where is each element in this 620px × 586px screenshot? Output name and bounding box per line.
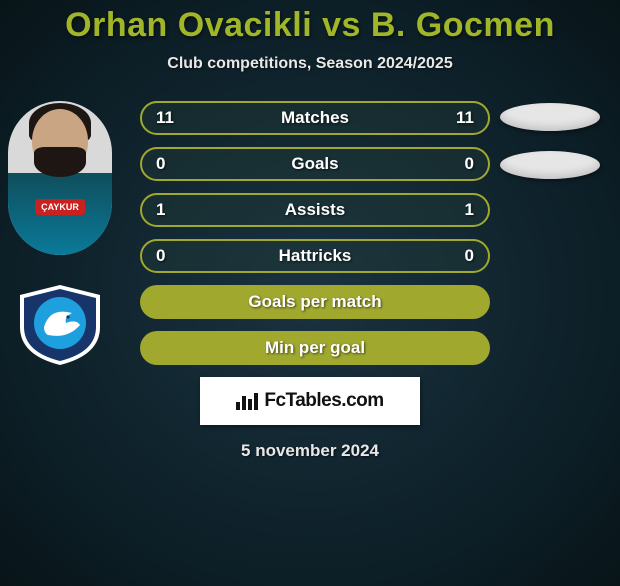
left-column: ÇAYKUR [8, 101, 112, 367]
stat-right-value: 0 [465, 154, 474, 174]
stat-row-assists: 1 Assists 1 [140, 193, 490, 227]
stat-row-matches: 11 Matches 11 [140, 101, 490, 135]
stat-left-value: 0 [156, 154, 165, 174]
shirt-sponsor-badge: ÇAYKUR [35, 199, 85, 215]
stat-row-goals: 0 Goals 0 [140, 147, 490, 181]
club-crest [10, 283, 110, 367]
crest-bird-eye [66, 315, 69, 318]
stat-left-value: 1 [156, 200, 165, 220]
stat-left-value: 11 [156, 108, 174, 128]
stat-right-value: 11 [456, 108, 474, 128]
stat-right-value: 0 [465, 246, 474, 266]
label-text: Goals per match [248, 292, 381, 312]
stat-label: Goals [291, 154, 338, 174]
footer-date: 5 november 2024 [0, 441, 620, 461]
label-row-goals-per-match: Goals per match [140, 285, 490, 319]
label-text: Min per goal [265, 338, 365, 358]
stat-label: Hattricks [279, 246, 352, 266]
stat-right-value: 1 [465, 200, 474, 220]
stat-label: Matches [281, 108, 349, 128]
player-beard [34, 147, 86, 177]
page-title: Orhan Ovacikli vs B. Gocmen [0, 6, 620, 45]
attribution-badge: FcTables.com [200, 377, 420, 425]
stats-rows: 11 Matches 11 0 Goals 0 1 Assists 1 0 Ha… [140, 101, 490, 365]
attribution-text: FcTables.com [264, 390, 383, 412]
stat-row-hattricks: 0 Hattricks 0 [140, 239, 490, 273]
stat-left-value: 0 [156, 246, 165, 266]
stat-label: Assists [285, 200, 345, 220]
player-photo: ÇAYKUR [8, 101, 112, 255]
label-row-min-per-goal: Min per goal [140, 331, 490, 365]
comparison-panel: ÇAYKUR 11 Matches 11 0 Goals 0 1 Assist [0, 101, 620, 365]
subtitle: Club competitions, Season 2024/2025 [0, 55, 620, 73]
right-oval-2 [500, 151, 600, 179]
bars-icon [236, 393, 258, 410]
right-oval-1 [500, 103, 600, 131]
